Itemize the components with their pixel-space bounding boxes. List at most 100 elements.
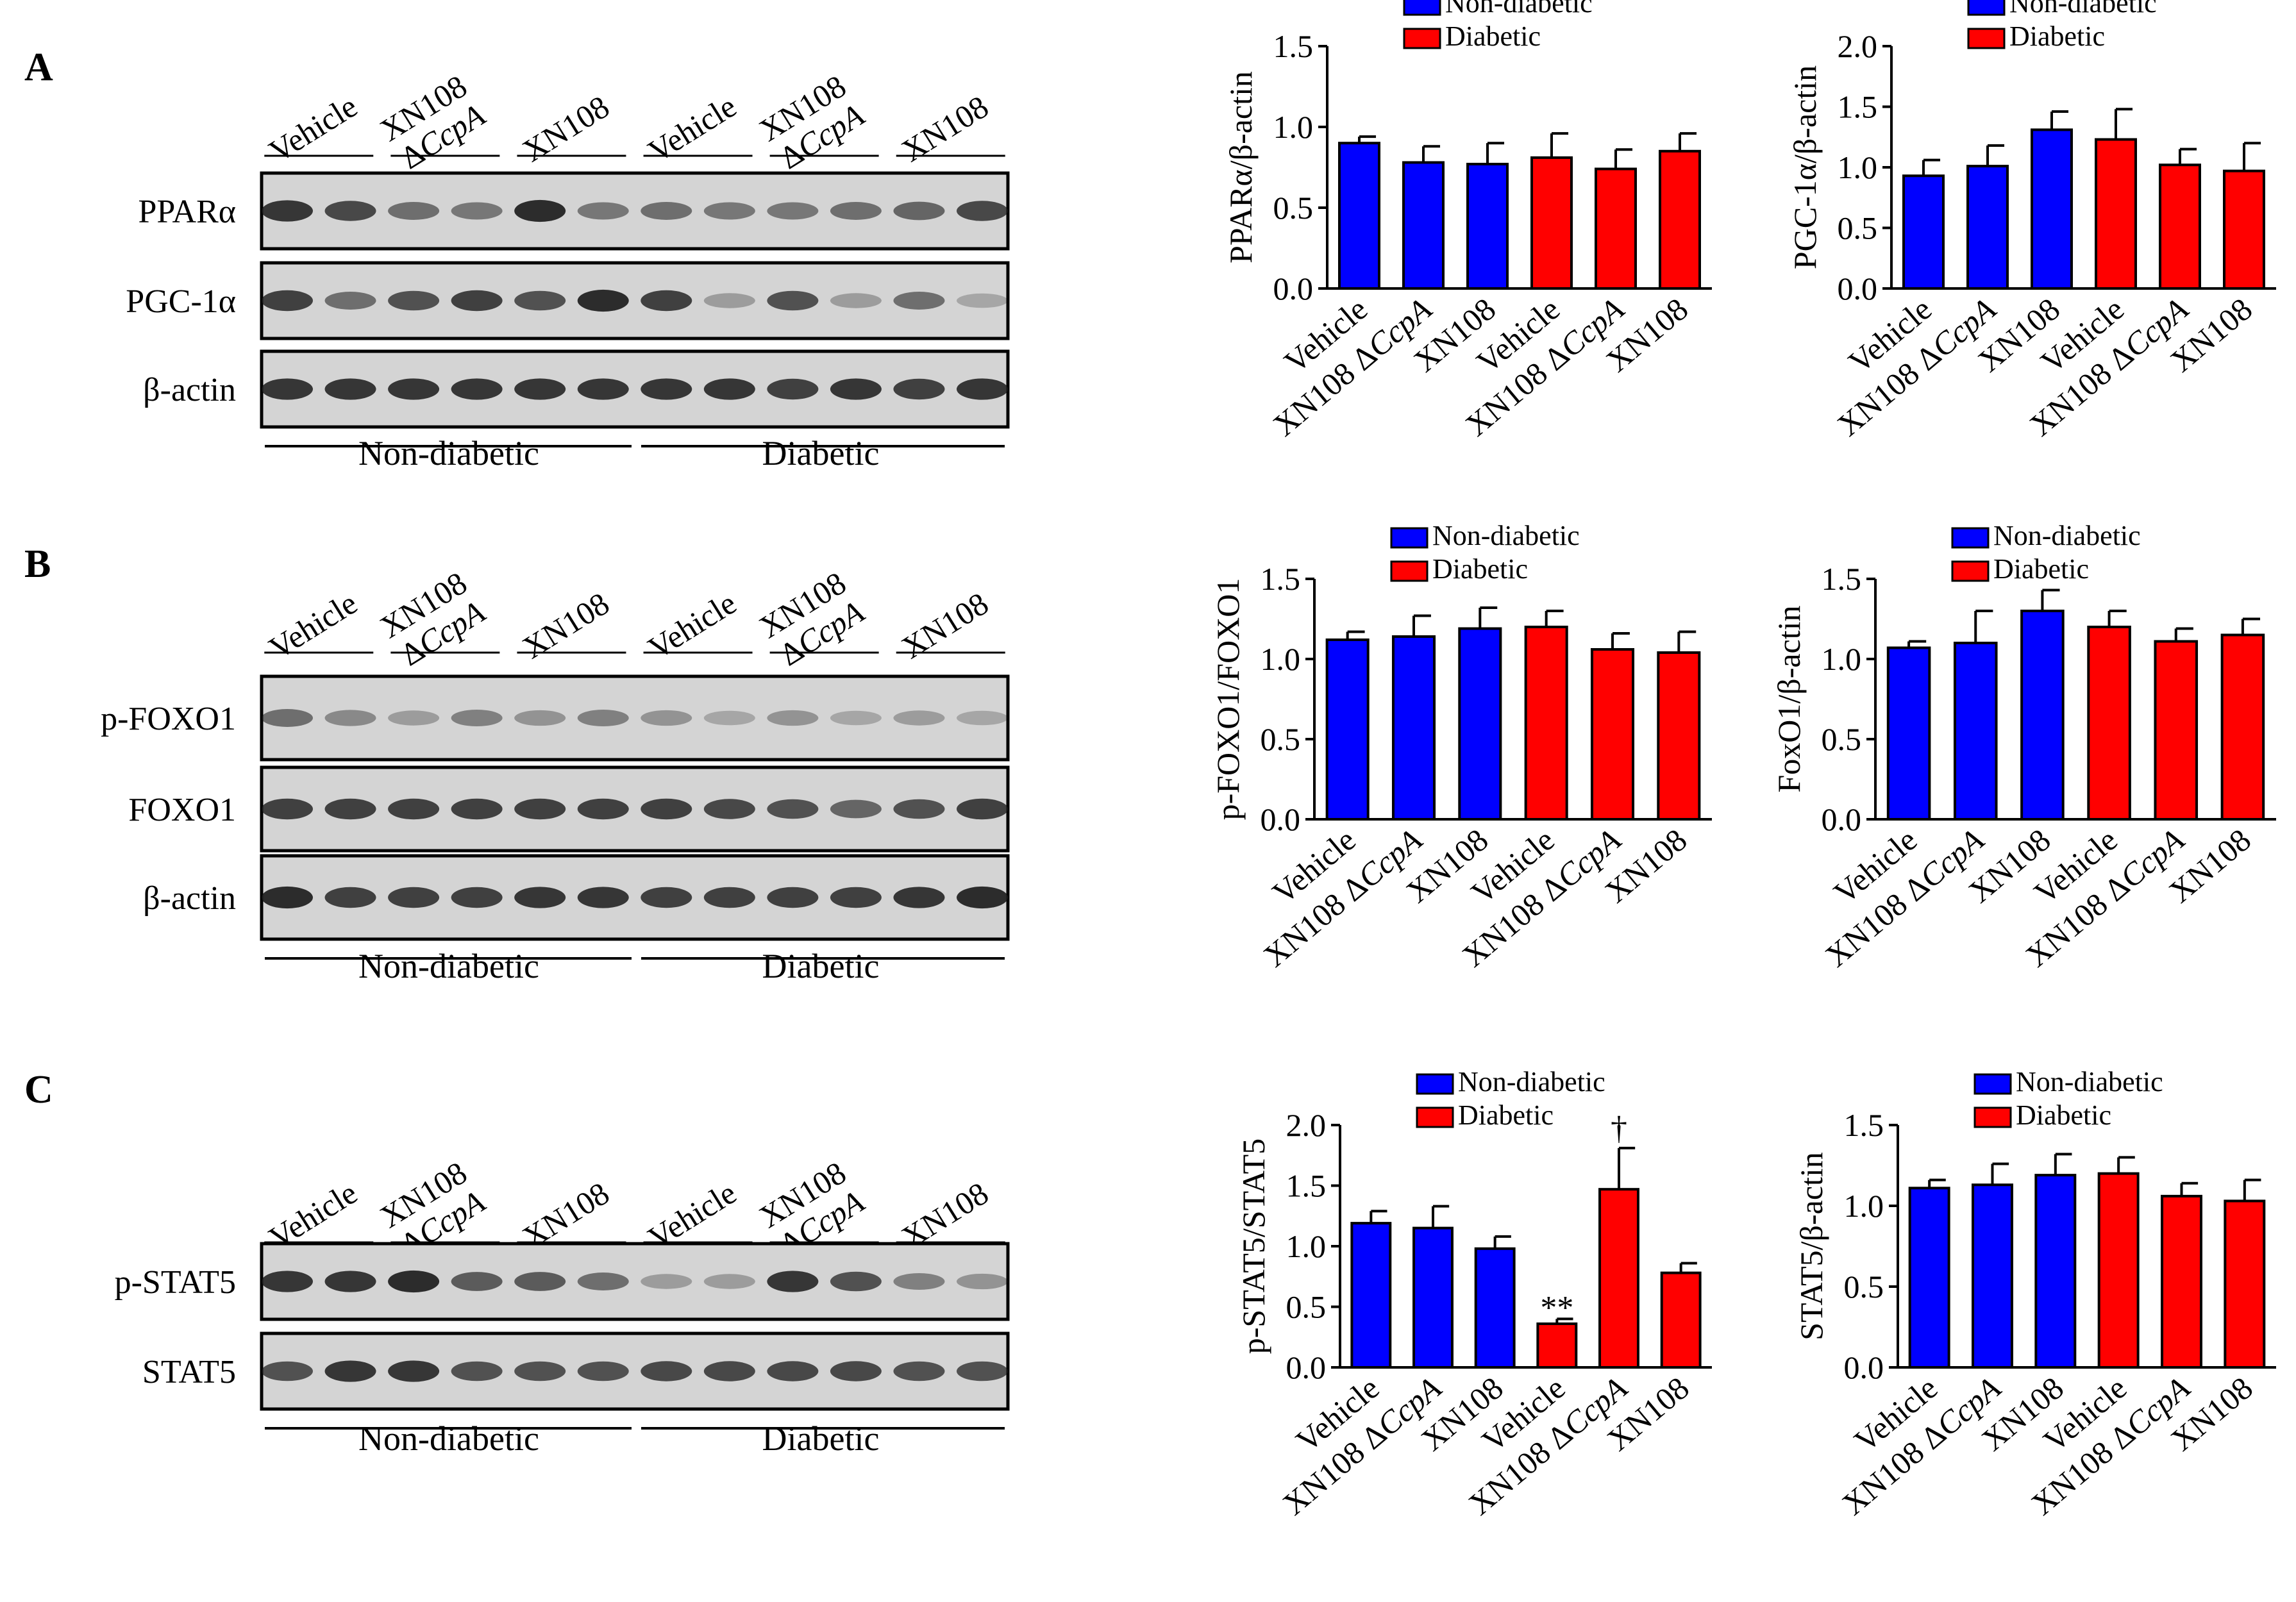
blot-band bbox=[324, 1360, 376, 1382]
lane-label: XN108 bbox=[895, 585, 994, 666]
legend-swatch bbox=[1967, 28, 2006, 49]
legend-label: Non-diabetic bbox=[1993, 520, 2141, 551]
blot-band bbox=[514, 798, 566, 820]
bar bbox=[1886, 646, 1931, 821]
blot-frame bbox=[260, 261, 1010, 340]
blot-band bbox=[262, 378, 313, 400]
blot-band bbox=[451, 798, 503, 820]
legend-swatch bbox=[1403, 0, 1441, 16]
bar bbox=[1966, 165, 2009, 290]
lane-label: Vehicle bbox=[263, 585, 364, 666]
blot-band bbox=[577, 798, 629, 820]
y-tick-label: 1.5 bbox=[1273, 28, 1314, 64]
bar bbox=[1530, 156, 1573, 290]
y-axis-label: PPARα/β-actin bbox=[1223, 71, 1259, 263]
blot-band bbox=[957, 886, 1008, 909]
bar bbox=[2095, 138, 2137, 290]
bar bbox=[2154, 640, 2199, 821]
lane-label: XN108 bbox=[895, 88, 994, 169]
blot-band bbox=[641, 710, 692, 726]
blot-band bbox=[957, 710, 1008, 726]
blot-frame bbox=[260, 854, 1010, 941]
blot-band bbox=[641, 378, 692, 400]
y-tick-label: 1.5 bbox=[1286, 1168, 1327, 1204]
lane-label: XN108 bbox=[516, 585, 616, 666]
blot-band bbox=[830, 1271, 882, 1292]
blot-frame bbox=[260, 765, 1010, 853]
y-tick-label: 0.5 bbox=[1844, 1269, 1884, 1305]
legend-label: Diabetic bbox=[2016, 1099, 2111, 1131]
y-tick-label: 1.5 bbox=[1844, 1107, 1884, 1143]
significance-mark: ** bbox=[1540, 1290, 1573, 1326]
blot-band bbox=[451, 290, 503, 312]
blot-band bbox=[703, 1274, 755, 1289]
blot-band bbox=[830, 202, 882, 220]
blot-band bbox=[451, 709, 503, 727]
blot-band bbox=[262, 798, 313, 820]
bar bbox=[1350, 1222, 1392, 1369]
bar bbox=[2161, 1194, 2202, 1369]
blot-band bbox=[830, 1361, 882, 1381]
y-tick-label: 0.0 bbox=[1286, 1349, 1327, 1385]
y-tick-label: 2.0 bbox=[1838, 28, 1878, 64]
y-tick-label: 1.0 bbox=[1273, 109, 1314, 145]
bar bbox=[1325, 638, 1370, 821]
bar bbox=[1412, 1226, 1454, 1369]
y-tick-label: 1.0 bbox=[1822, 641, 1862, 677]
lane-label: Vehicle bbox=[263, 88, 364, 169]
legend-swatch bbox=[1416, 1073, 1454, 1095]
blot-band bbox=[388, 378, 440, 400]
blot-band bbox=[324, 887, 376, 908]
blot-band bbox=[767, 378, 819, 400]
blot-band bbox=[893, 799, 945, 819]
blot-label: FOXO1 bbox=[128, 792, 236, 828]
blot-band bbox=[703, 293, 755, 308]
bar bbox=[2159, 163, 2201, 290]
y-axis-label: FoxO1/β-actin bbox=[1771, 605, 1807, 792]
legend-swatch bbox=[1973, 1106, 2012, 1128]
blot-band bbox=[451, 1361, 503, 1381]
blot-band bbox=[641, 290, 692, 312]
blot-band bbox=[767, 1271, 819, 1292]
legend-swatch bbox=[1390, 560, 1429, 582]
blot-band bbox=[388, 887, 440, 908]
blot-band bbox=[703, 202, 755, 220]
y-axis-label: STAT5/β-actin bbox=[1793, 1152, 1829, 1340]
legend-label: Non-diabetic bbox=[1445, 0, 1593, 19]
group-label: Non-diabetic bbox=[358, 434, 539, 472]
group-label: Diabetic bbox=[762, 947, 880, 985]
bar bbox=[1660, 1271, 1702, 1369]
blot-band bbox=[703, 887, 755, 908]
significance-mark: † bbox=[1611, 1110, 1627, 1147]
y-tick-label: 0.5 bbox=[1822, 721, 1862, 757]
blot-band bbox=[767, 1361, 819, 1381]
blot-band bbox=[703, 378, 755, 400]
blot-band bbox=[957, 1361, 1008, 1381]
bar bbox=[1953, 642, 1998, 821]
blot-band bbox=[830, 293, 882, 308]
chart-2: 0.00.51.01.52.0PGC-1α/β-actinVehicleXN10… bbox=[1787, 0, 2276, 443]
bar bbox=[2031, 128, 2073, 290]
bar bbox=[1474, 1247, 1516, 1369]
y-axis-label: p-FOXO1/FOXO1 bbox=[1210, 578, 1246, 821]
blot-band bbox=[830, 799, 882, 819]
blot-band bbox=[324, 710, 376, 726]
bar bbox=[1338, 142, 1380, 290]
blot-band bbox=[641, 1361, 692, 1381]
legend-swatch bbox=[1951, 527, 1990, 549]
bar bbox=[1972, 1183, 2013, 1369]
blot-band bbox=[324, 292, 376, 310]
group-label: Diabetic bbox=[762, 1419, 880, 1458]
blot-band bbox=[957, 293, 1008, 308]
y-tick-label: 0.0 bbox=[1838, 271, 1878, 306]
y-tick-label: 1.0 bbox=[1844, 1188, 1884, 1224]
blot-band bbox=[767, 710, 819, 726]
blot-band bbox=[514, 199, 566, 222]
lane-label: XN108 bbox=[516, 88, 616, 169]
y-tick-label: 0.0 bbox=[1273, 271, 1314, 306]
bar bbox=[1657, 651, 1701, 821]
blot-label: PPARα bbox=[138, 194, 236, 230]
